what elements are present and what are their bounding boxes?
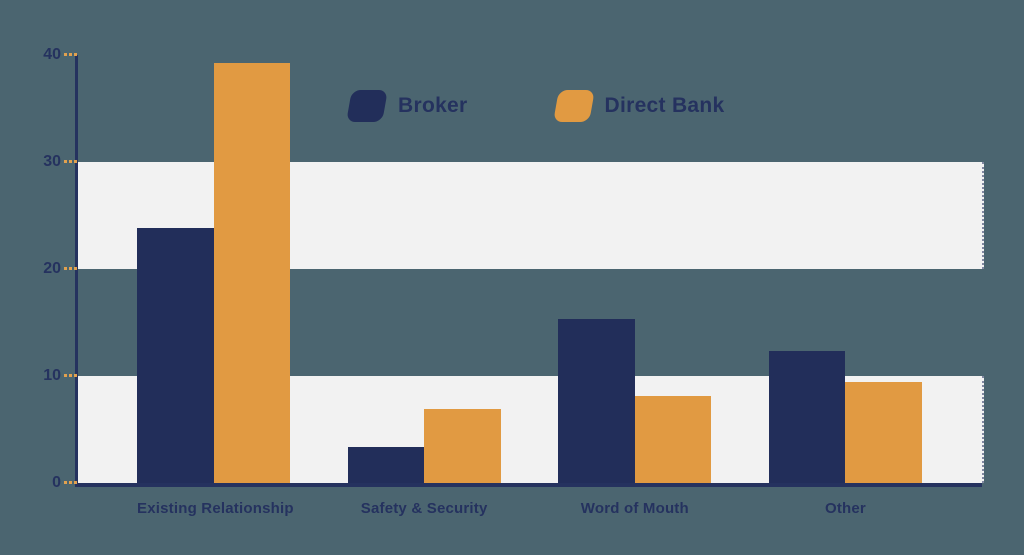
- bar-direct-bank-existing-relationship: [213, 62, 290, 483]
- y-tick-label: 40: [43, 46, 61, 63]
- tick-mark-icon: [64, 374, 77, 377]
- y-tick-label: 10: [43, 367, 61, 384]
- tick-mark-icon: [64, 160, 77, 163]
- bar-group-safety-security: [347, 55, 501, 483]
- bar-direct-bank-safety-security: [424, 409, 501, 483]
- y-axis-line: [75, 55, 78, 487]
- bar-direct-bank-other: [845, 382, 922, 483]
- y-tick-label: 30: [43, 153, 61, 170]
- plot-area: [75, 55, 984, 487]
- legend-label: Broker: [398, 94, 468, 117]
- bar-broker-existing-relationship: [137, 228, 214, 483]
- bar-broker-safety-security: [347, 446, 425, 483]
- tick-mark-icon: [64, 267, 77, 270]
- bar-groups: [77, 55, 982, 483]
- tick-mark-icon: [64, 53, 77, 56]
- tick-mark-icon: [64, 481, 77, 484]
- y-axis: 0 10 20 30 40: [0, 46, 77, 491]
- bar-broker-other: [768, 351, 846, 483]
- x-label-existing-relationship: Existing Relationship: [137, 500, 294, 517]
- bar-direct-bank-word-of-mouth: [634, 396, 712, 483]
- x-axis-labels: Existing Relationship Safety & Security Wo…: [77, 500, 982, 517]
- bar-broker-word-of-mouth: [558, 319, 635, 483]
- bar-group-word-of-mouth: [558, 55, 712, 483]
- x-label-word-of-mouth: Word of Mouth: [580, 500, 689, 517]
- bar-group-other: [768, 55, 922, 483]
- x-label-safety-security: Safety & Security: [360, 500, 488, 517]
- x-label-other: Other: [824, 500, 866, 517]
- legend-item-direct-bank: Direct Bank: [552, 90, 725, 122]
- bar-group-existing-relationship: [137, 55, 290, 483]
- legend-label: Direct Bank: [604, 94, 725, 117]
- legend-swatch-broker: [346, 90, 388, 122]
- y-tick-label: 0: [52, 474, 61, 491]
- x-axis-line: [75, 483, 982, 487]
- legend-swatch-direct-bank: [552, 90, 595, 122]
- y-tick-label: 20: [43, 260, 61, 277]
- legend: Broker Direct Bank: [346, 90, 725, 122]
- legend-item-broker: Broker: [346, 90, 468, 122]
